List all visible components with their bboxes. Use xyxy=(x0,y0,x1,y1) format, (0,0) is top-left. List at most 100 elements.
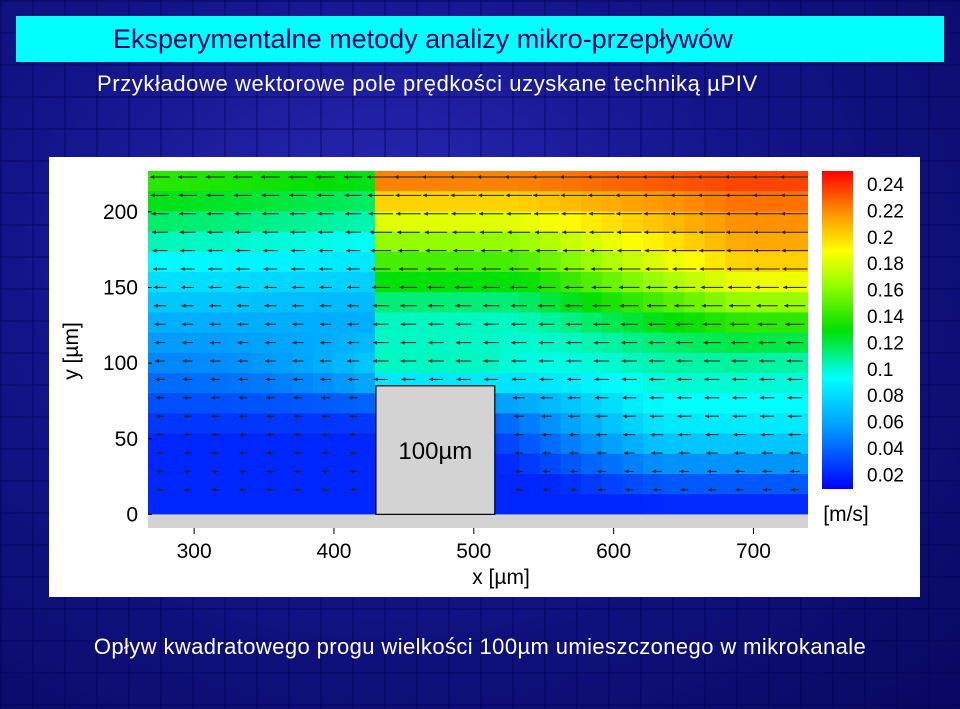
velocity-arrow xyxy=(266,487,274,492)
velocity-arrow xyxy=(264,340,276,345)
velocity-arrow xyxy=(211,487,219,492)
colorbar-tick-label: 0.18 xyxy=(867,254,904,275)
heatmap-cell xyxy=(663,494,685,515)
velocity-arrow xyxy=(652,487,661,492)
heatmap-cell xyxy=(622,393,644,414)
heatmap-cell xyxy=(230,171,252,192)
velocity-arrow xyxy=(753,230,781,235)
velocity-arrow xyxy=(614,175,644,179)
heatmap-cell xyxy=(292,251,314,273)
heatmap-cell xyxy=(498,433,520,455)
velocity-arrow xyxy=(646,285,668,290)
heatmap-cell xyxy=(209,433,232,455)
heatmap-cell xyxy=(354,413,376,435)
velocity-arrow xyxy=(182,377,193,382)
velocity-arrow xyxy=(349,414,358,419)
heatmap-cell xyxy=(271,352,293,374)
heatmap-cell xyxy=(230,393,252,414)
heatmap-cell xyxy=(663,474,685,495)
heatmap-cell xyxy=(622,211,644,233)
velocity-arrow xyxy=(266,469,274,474)
velocity-arrow xyxy=(763,487,772,492)
heatmap-cell xyxy=(271,494,293,515)
velocity-arrow xyxy=(756,303,778,308)
velocity-arrow xyxy=(569,451,579,455)
heatmap-cell xyxy=(148,474,170,495)
heatmap-cell xyxy=(374,352,397,374)
heatmap-cell xyxy=(725,494,747,515)
velocity-arrow xyxy=(594,377,609,382)
heatmap-cell xyxy=(766,191,788,212)
heatmap-cell xyxy=(148,453,170,475)
heatmap-cell xyxy=(787,393,808,414)
velocity-arrow xyxy=(704,414,720,419)
heatmap-cell xyxy=(416,171,438,192)
heatmap-cell xyxy=(581,352,603,374)
heatmap-cell xyxy=(168,433,190,455)
heatmap-cell xyxy=(395,211,417,233)
velocity-arrow xyxy=(373,340,389,345)
velocity-arrow xyxy=(648,340,666,345)
heatmap-cell xyxy=(663,312,685,334)
velocity-arrow xyxy=(733,432,747,437)
heatmap-cell xyxy=(478,272,500,293)
heatmap-cell xyxy=(395,272,417,293)
velocity-arrow xyxy=(183,414,192,419)
velocity-arrow xyxy=(372,303,389,308)
velocity-arrow xyxy=(347,303,360,308)
heatmap-cell xyxy=(766,231,788,253)
heatmap-cell xyxy=(684,211,706,233)
heatmap-cell xyxy=(436,352,458,374)
heatmap-cell xyxy=(168,474,190,495)
heatmap-cell xyxy=(354,332,376,354)
velocity-arrow xyxy=(237,340,249,345)
velocity-arrow xyxy=(789,469,800,474)
heatmap-cell xyxy=(313,433,335,455)
heatmap-cell xyxy=(251,272,273,293)
heatmap-cell xyxy=(663,251,685,273)
heatmap-cell xyxy=(560,413,582,435)
velocity-arrow xyxy=(155,377,165,382)
heatmap-cell xyxy=(519,494,541,515)
heatmap-cell xyxy=(766,433,788,455)
heatmap-cell xyxy=(622,231,644,253)
heatmap-cell xyxy=(436,171,458,192)
heatmap-cell xyxy=(436,332,458,354)
velocity-arrow xyxy=(318,248,333,253)
velocity-arrow xyxy=(783,285,807,290)
velocity-arrow xyxy=(373,322,389,327)
heatmap-cell xyxy=(498,191,520,212)
heatmap-cell xyxy=(457,352,479,374)
heatmap-cell xyxy=(539,494,562,515)
velocity-arrow xyxy=(238,414,247,419)
heatmap-cell xyxy=(333,191,355,212)
heatmap-cell xyxy=(581,292,603,313)
heatmap-cell xyxy=(601,373,623,394)
velocity-arrow xyxy=(366,175,395,179)
heatmap-cell xyxy=(704,413,727,435)
velocity-arrow xyxy=(589,230,614,235)
velocity-arrow xyxy=(512,395,525,400)
velocity-arrow xyxy=(371,285,390,290)
velocity-arrow xyxy=(208,285,222,290)
velocity-arrow xyxy=(238,395,248,400)
heatmap-cell xyxy=(539,211,562,233)
velocity-arrow xyxy=(209,303,222,308)
velocity-arrow xyxy=(184,469,192,474)
heatmap-cell xyxy=(478,211,500,233)
velocity-arrow xyxy=(428,359,444,363)
heatmap-cell xyxy=(601,231,623,253)
velocity-arrow xyxy=(595,414,608,419)
heatmap-cell xyxy=(663,332,685,354)
heatmap-cell xyxy=(725,171,747,192)
heatmap-cell xyxy=(560,373,582,394)
heatmap-cell xyxy=(787,453,808,475)
heatmap-cell xyxy=(601,494,623,515)
heatmap-cell xyxy=(581,332,603,354)
heatmap-cell xyxy=(189,272,211,293)
heatmap-cell xyxy=(168,211,190,233)
heatmap-cell xyxy=(168,191,190,212)
heatmap-cell xyxy=(354,433,376,455)
heatmap-cell xyxy=(251,292,273,313)
velocity-arrow xyxy=(567,395,581,400)
